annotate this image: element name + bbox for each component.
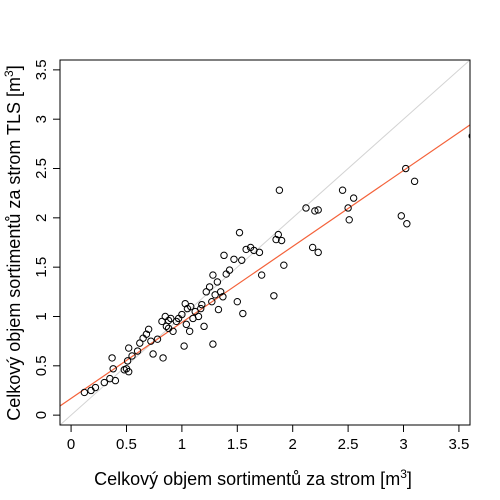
data-point	[230, 255, 238, 263]
data-point	[149, 350, 157, 358]
data-point	[100, 378, 109, 387]
data-point	[311, 207, 319, 215]
data-point	[159, 354, 167, 362]
data-point	[164, 316, 173, 325]
data-point	[216, 288, 225, 296]
data-point	[233, 297, 241, 306]
data-point	[136, 339, 144, 347]
data-point	[128, 352, 136, 360]
data-point	[410, 177, 419, 186]
y-tick-label: 0.5	[33, 355, 50, 376]
data-point	[182, 320, 191, 329]
data-point	[108, 354, 116, 362]
data-point	[242, 245, 250, 254]
data-point	[209, 271, 217, 279]
data-point	[202, 288, 210, 296]
data-point	[181, 299, 189, 308]
data-point	[169, 327, 177, 335]
x-tick-label: 0	[67, 436, 75, 453]
x-tick-label: 2.5	[338, 436, 359, 453]
data-point	[125, 368, 133, 376]
data-point	[468, 132, 470, 139]
data-point	[280, 261, 288, 269]
data-point	[255, 248, 264, 257]
data-point	[345, 216, 353, 224]
data-point	[208, 297, 216, 306]
data-point	[205, 283, 214, 291]
data-point	[257, 271, 266, 279]
data-point	[187, 302, 195, 311]
data-point	[178, 310, 186, 319]
data-point	[302, 204, 310, 212]
x-tick-label: 2	[289, 436, 297, 453]
data-point	[219, 293, 227, 301]
data-point	[91, 383, 100, 392]
data-point	[123, 357, 132, 365]
data-point	[147, 337, 155, 345]
data-point	[314, 206, 322, 214]
regression-fit-line	[60, 124, 470, 407]
x-axis-title: Celkový objem sortimentů za strom [m3]	[94, 467, 412, 489]
y-tick-label: 1.5	[33, 257, 50, 278]
x-tick-label: 3	[399, 436, 407, 453]
data-point	[235, 228, 244, 237]
data-point	[239, 309, 247, 318]
x-tick-label: 0.5	[116, 436, 137, 453]
x-tick-label: 1.5	[227, 436, 248, 453]
data-point	[209, 340, 217, 348]
data-point	[197, 304, 205, 313]
data-point	[275, 186, 284, 194]
data-point	[109, 365, 117, 373]
data-point	[397, 212, 405, 220]
y-tick-label: 2	[33, 214, 50, 222]
data-point	[144, 325, 153, 334]
data-point	[125, 344, 133, 352]
data-point	[198, 300, 206, 309]
data-point	[142, 330, 151, 338]
data-point	[272, 235, 280, 244]
data-point	[308, 243, 317, 252]
x-tick-label: 3.5	[448, 436, 469, 453]
data-point	[222, 270, 230, 278]
data-point	[314, 248, 322, 257]
data-point	[167, 314, 175, 323]
data-point	[270, 292, 278, 300]
data-point	[225, 266, 234, 274]
data-point	[153, 335, 162, 343]
data-point	[238, 256, 246, 264]
data-point	[180, 342, 188, 350]
data-point	[211, 291, 219, 299]
x-tick-label: 1	[178, 436, 186, 453]
data-point	[213, 278, 222, 286]
data-point	[200, 322, 208, 331]
data-point	[338, 186, 347, 194]
y-axis-title: Celkový objem sortimentů za strom TLS [m…	[2, 65, 24, 420]
data-point	[403, 220, 411, 228]
data-point	[344, 204, 352, 212]
data-point	[214, 305, 223, 314]
y-tick-label: 3.5	[33, 59, 50, 80]
data-point	[277, 236, 286, 245]
data-point	[274, 230, 282, 239]
data-point	[80, 388, 89, 397]
data-point	[139, 334, 147, 342]
y-tick-label: 3	[33, 115, 50, 123]
data-point	[220, 251, 228, 260]
data-point	[185, 327, 194, 335]
data-point	[191, 307, 199, 316]
data-point	[349, 194, 358, 202]
y-tick-label: 0	[33, 411, 50, 419]
data-point	[194, 312, 203, 321]
data-point	[402, 164, 410, 173]
y-tick-label: 2.5	[33, 158, 50, 179]
data-point	[111, 376, 120, 385]
data-point	[133, 347, 142, 355]
y-tick-label: 1	[33, 312, 50, 320]
